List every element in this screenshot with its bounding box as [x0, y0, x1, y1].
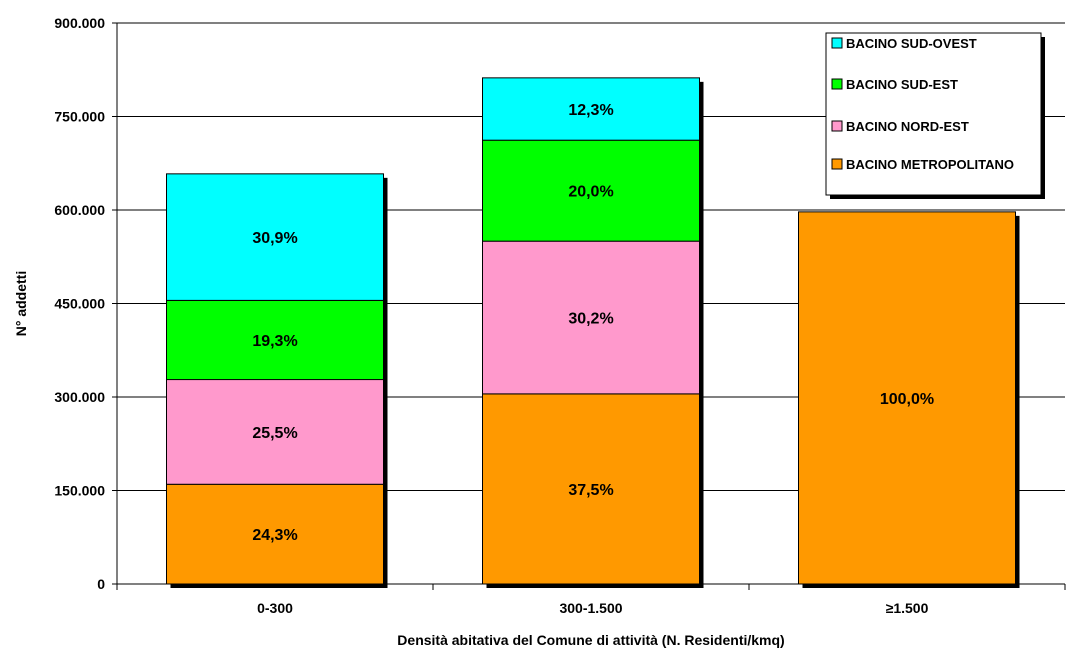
legend-swatch	[831, 158, 843, 170]
bar-segment	[166, 483, 384, 585]
data-label: 100,0%	[880, 391, 934, 408]
data-label: 24,3%	[252, 527, 297, 544]
bar-segment	[166, 173, 384, 301]
y-tick-label: 600.000	[54, 202, 105, 218]
y-tick-label: 750.000	[54, 109, 105, 125]
x-tick-labels: 0-300 300-1.500 ≥1.500	[116, 584, 1066, 616]
data-label: 25,5%	[252, 425, 297, 442]
bar-segment	[482, 139, 700, 242]
legend-label: BACINO NORD-EST	[846, 119, 969, 134]
legend-box	[825, 32, 1042, 196]
x-axis-title: Densità abitativa del Comune di attività…	[397, 632, 784, 648]
bar-segment	[482, 393, 700, 585]
legend-label: BACINO SUD-OVEST	[846, 36, 977, 51]
y-tick-labels: 0 150.000 300.000 450.000 600.000 750.000 900.…	[54, 15, 117, 592]
y-tick-label: 0	[97, 576, 105, 592]
legend-label: BACINO SUD-EST	[846, 77, 958, 92]
legend: BACINO SUD-OVEST BACINO SUD-EST BACINO NOR…	[825, 32, 1045, 199]
data-label: 37,5%	[568, 482, 613, 499]
y-tick-label: 300.000	[54, 389, 105, 405]
bar-segment	[166, 299, 384, 381]
data-label: 30,2%	[568, 311, 613, 328]
y-tick-label: 900.000	[54, 15, 105, 31]
bar-segment	[482, 77, 700, 141]
x-tick-label: ≥1.500	[886, 600, 929, 616]
bar-segment	[166, 379, 384, 485]
y-tick-label: 450.000	[54, 296, 105, 312]
legend-label: BACINO METROPOLITANO	[846, 157, 1014, 172]
legend-swatch	[831, 120, 843, 132]
data-label: 12,3%	[568, 102, 613, 119]
x-tick-label: 0-300	[257, 600, 293, 616]
bar-segment	[482, 240, 700, 395]
data-label: 20,0%	[568, 184, 613, 201]
data-label: 30,9%	[252, 230, 297, 247]
bars: 24,3% 25,5% 19,3% 30,9% 37,5% 30,2% 20,0% 12,3%…	[166, 77, 1020, 588]
y-axis-title: N° addetti	[13, 271, 29, 337]
x-tick-label: 300-1.500	[559, 600, 622, 616]
legend-swatch	[831, 37, 843, 49]
legend-swatch	[831, 78, 843, 90]
y-tick-label: 150.000	[54, 483, 105, 499]
data-label: 19,3%	[252, 333, 297, 350]
bar-segment	[798, 211, 1016, 585]
